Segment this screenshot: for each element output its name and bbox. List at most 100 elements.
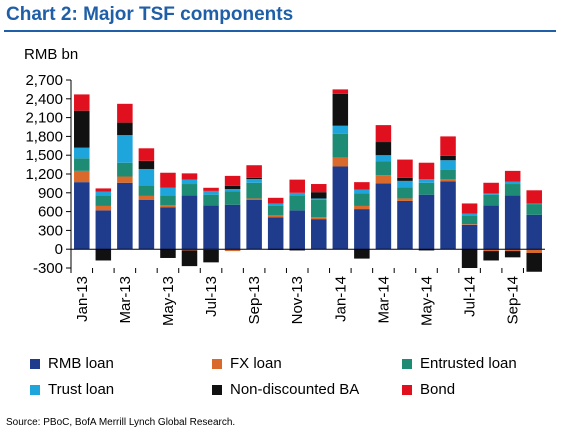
bar-segment <box>138 148 155 161</box>
bar-segment <box>397 198 413 201</box>
bar-segment <box>440 181 456 250</box>
y-tick-label: 2,400 <box>25 91 63 108</box>
bar-segment <box>181 173 198 180</box>
x-tick-label: Nov-13 <box>289 276 306 324</box>
bar-segment <box>375 183 392 250</box>
x-tick-label: Sep-14 <box>505 276 522 324</box>
x-tick-label: Jul-13 <box>203 276 220 317</box>
bar-segment <box>440 169 456 180</box>
legend-label: Bond <box>420 381 456 398</box>
bar-segment <box>74 182 90 250</box>
bar-segment <box>267 217 284 250</box>
y-tick-label: 900 <box>38 185 63 202</box>
x-tick-label: Jul-14 <box>462 276 479 317</box>
x-tick-label: Jan-14 <box>332 276 349 322</box>
bar-segment <box>117 182 133 250</box>
bar-segment <box>332 125 349 134</box>
bar-segment <box>332 133 349 158</box>
bar-segment <box>95 188 112 192</box>
bar-segment <box>224 191 241 205</box>
legend-item: Entrusted loan <box>402 355 517 372</box>
legend-swatch <box>402 384 412 395</box>
bar-segment <box>246 198 262 200</box>
bar-segment <box>332 166 349 250</box>
bar-segment <box>354 205 370 210</box>
bar-segment <box>526 252 542 272</box>
legend-item: RMB loan <box>30 355 114 372</box>
bar-segment <box>375 142 392 156</box>
bar-segment <box>440 136 456 156</box>
x-tick-label: Sep-13 <box>246 276 263 324</box>
bar-segment <box>117 135 133 163</box>
bar-segment <box>418 194 435 250</box>
bar-segment <box>311 219 327 250</box>
legend-label: FX loan <box>230 355 282 372</box>
bar-segment <box>74 170 90 183</box>
bar-segment <box>246 182 262 199</box>
y-tick-label: 2,700 <box>25 72 63 89</box>
bar-segment <box>461 213 478 216</box>
bar-segment <box>332 89 349 94</box>
bar-segment <box>526 203 542 205</box>
bar-segment <box>354 189 370 194</box>
bar-segment <box>74 147 90 159</box>
x-tick-label: Mar-14 <box>375 276 392 324</box>
bar-segment <box>160 207 176 250</box>
legend-item: FX loan <box>212 355 282 372</box>
bar-segment <box>74 94 90 111</box>
legend-swatch <box>212 384 222 395</box>
x-tick-label: Jan-13 <box>74 276 91 322</box>
bar-segment <box>160 195 176 206</box>
bar-segment <box>138 185 155 196</box>
legend-item: Non-discounted BA <box>212 381 359 398</box>
legend-label: Non-discounted BA <box>230 381 360 398</box>
bar-segment <box>311 198 327 200</box>
y-tick-label: 1,800 <box>25 128 63 145</box>
bar-segment <box>461 249 478 268</box>
bar-segment <box>332 93 349 126</box>
legend-swatch <box>30 358 40 369</box>
y-tick-label: 1,200 <box>25 166 63 183</box>
bar-segment <box>461 215 478 225</box>
bar-segment <box>224 175 241 186</box>
bar-segment <box>504 181 521 185</box>
bar-segment <box>224 204 241 250</box>
bar-segment <box>354 209 370 250</box>
bar-segment <box>95 191 112 196</box>
bar-segment <box>504 251 521 258</box>
bar-segment <box>483 194 499 206</box>
legend-swatch <box>30 384 40 395</box>
bar-segment <box>246 179 262 183</box>
bar-segment <box>74 110 90 148</box>
bar-segment <box>203 249 219 263</box>
bar-segment <box>311 199 327 218</box>
x-tick-label: Mar-13 <box>117 276 134 324</box>
bar-segment <box>138 168 155 186</box>
bar-segment <box>267 205 284 216</box>
bar-segment <box>375 125 392 143</box>
bar-segment <box>289 192 305 196</box>
bar-segment <box>526 204 542 215</box>
bar-segment <box>117 122 133 136</box>
bar-segment <box>440 160 456 170</box>
bar-segment <box>483 182 499 194</box>
bar-segment <box>311 217 327 220</box>
bar-segment <box>203 194 219 206</box>
bar-segment <box>289 179 305 193</box>
legend-label: RMB loan <box>48 355 114 372</box>
bar-segment <box>74 158 90 171</box>
y-tick-label: 600 <box>38 204 63 221</box>
bar-segment <box>483 205 499 250</box>
legend-item: Bond <box>402 381 455 398</box>
legend-item: Trust loan <box>30 381 114 398</box>
bar-segment <box>375 161 392 176</box>
bar-segment <box>95 210 112 250</box>
bar-segment <box>267 203 284 206</box>
bar-segment <box>117 176 133 183</box>
source-note: Source: PBoC, BofA Merrill Lynch Global … <box>6 417 236 428</box>
bar-segment <box>526 214 542 250</box>
bar-segment <box>397 177 413 181</box>
bar-segment <box>181 250 198 267</box>
bar-segment <box>160 187 176 196</box>
